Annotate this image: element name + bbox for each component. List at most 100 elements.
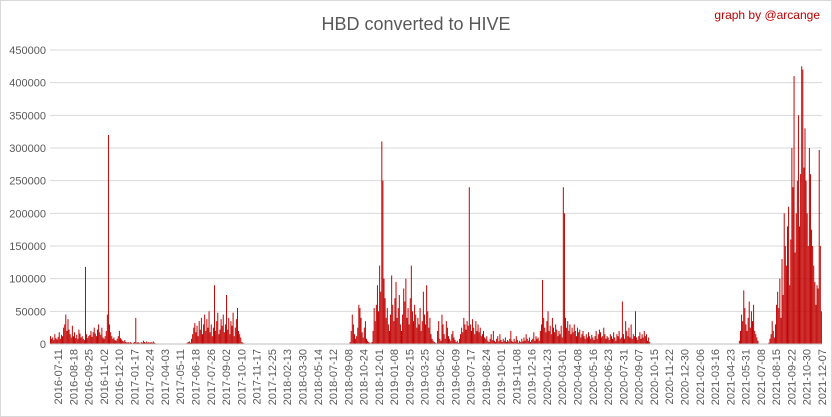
bar [486, 336, 488, 344]
bar [393, 321, 395, 344]
bar [422, 291, 424, 344]
x-tick-label: 2020-07-31 [618, 349, 630, 405]
bar [454, 340, 456, 344]
bar [603, 327, 605, 344]
bar [781, 259, 783, 344]
bar [460, 334, 462, 344]
bar [216, 321, 218, 344]
bar [380, 291, 382, 344]
bar [640, 338, 642, 344]
bar [67, 319, 69, 344]
bar [601, 337, 603, 344]
x-tick-label: 2020-11-22 [664, 349, 676, 404]
bar [600, 332, 601, 344]
bar [56, 339, 58, 344]
y-tick-label: 400000 [9, 78, 46, 90]
bar [384, 298, 386, 344]
bar [493, 340, 495, 344]
bar [232, 312, 234, 344]
bar [792, 187, 794, 344]
y-tick-label: 350000 [9, 110, 46, 122]
bar [577, 327, 579, 344]
x-tick-label: 2018-12-01 [374, 349, 386, 405]
bar [807, 246, 809, 344]
bar [51, 338, 53, 344]
x-tick-label: 2017-12-25 [267, 349, 279, 405]
x-tick-label: 2020-01-23 [542, 349, 554, 405]
bar [513, 338, 515, 344]
bar [820, 311, 822, 344]
bar [405, 278, 407, 344]
bar [145, 342, 147, 344]
bar [69, 334, 71, 344]
bar [362, 337, 364, 344]
bar [770, 334, 772, 344]
bar [479, 327, 481, 344]
bar [579, 329, 581, 344]
bar [62, 336, 64, 344]
x-tick-label: 2017-11-17 [252, 349, 264, 404]
x-tick-label: 2021-10-30 [802, 349, 814, 405]
bar [221, 325, 223, 344]
bar [780, 317, 782, 344]
bar [65, 314, 67, 344]
bar [446, 327, 448, 344]
bar [58, 332, 60, 344]
bar [470, 330, 472, 344]
bar [802, 69, 804, 344]
bar [748, 301, 750, 344]
bar [431, 338, 433, 344]
x-tick-label: 2021-09-22 [786, 349, 798, 405]
bar [783, 213, 785, 344]
bar [57, 336, 59, 344]
bar [196, 325, 198, 344]
bar [361, 332, 363, 344]
bar [779, 278, 781, 344]
x-tick-label: 2019-06-09 [450, 349, 462, 405]
bar [387, 324, 389, 344]
bar [621, 301, 623, 344]
bar [394, 298, 396, 344]
bar [520, 342, 522, 344]
bar [349, 342, 351, 344]
bar [746, 330, 748, 344]
y-tick-label: 450000 [9, 45, 46, 57]
bar [88, 336, 90, 344]
bar [523, 337, 525, 344]
bar [514, 341, 516, 344]
bar [627, 336, 629, 344]
bar [628, 327, 630, 344]
bar [743, 290, 745, 344]
x-tick-label: 2020-12-30 [680, 349, 692, 405]
bar [747, 317, 749, 344]
bar [199, 329, 201, 344]
bar [782, 295, 784, 344]
bar [229, 334, 231, 344]
bar [382, 180, 384, 344]
bar [433, 342, 435, 344]
bar [452, 330, 454, 344]
bar [75, 338, 77, 344]
bar [84, 266, 86, 344]
bar [80, 337, 82, 344]
bar [586, 337, 588, 344]
bar [215, 330, 217, 344]
bar [797, 115, 799, 344]
bar [402, 314, 404, 344]
bar [151, 342, 153, 344]
bar [478, 332, 480, 344]
bar [140, 342, 142, 344]
bar [587, 332, 589, 344]
bar [544, 327, 546, 344]
bar [206, 319, 208, 344]
x-tick-label: 2020-05-16 [588, 349, 600, 405]
bar [52, 337, 54, 344]
bar [70, 337, 72, 344]
bar [375, 304, 377, 344]
bar [125, 342, 127, 344]
bar [508, 341, 510, 344]
bar [425, 324, 427, 344]
bar [800, 174, 802, 344]
bar [605, 338, 607, 344]
bar [197, 336, 199, 344]
